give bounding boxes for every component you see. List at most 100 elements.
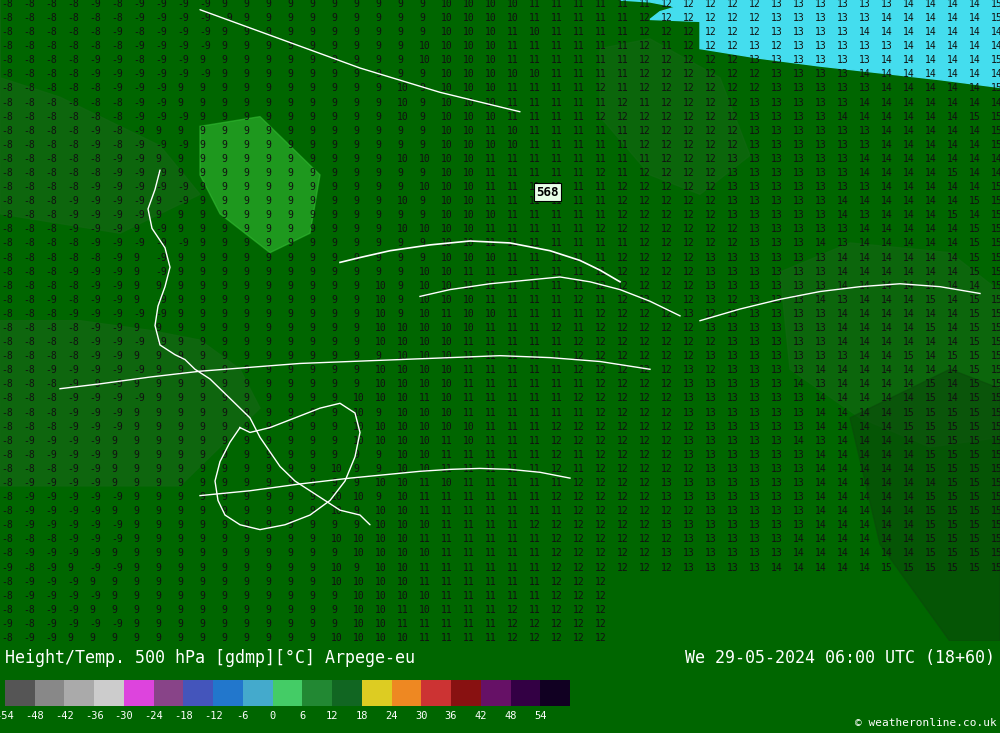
Text: 9: 9 <box>221 337 227 347</box>
Text: 13: 13 <box>771 182 783 192</box>
Text: 15: 15 <box>947 421 959 432</box>
Text: 9: 9 <box>221 605 227 615</box>
Text: -8: -8 <box>1 253 13 262</box>
Text: 14: 14 <box>969 41 981 51</box>
Text: 14: 14 <box>881 450 893 460</box>
Text: 9: 9 <box>111 450 117 460</box>
Text: 13: 13 <box>749 478 761 488</box>
Text: 12: 12 <box>661 309 673 319</box>
Text: -8: -8 <box>1 27 13 37</box>
Text: 14: 14 <box>925 13 937 23</box>
Text: -9: -9 <box>23 507 35 516</box>
Text: 13: 13 <box>661 548 673 559</box>
Text: 12: 12 <box>639 13 651 23</box>
Text: -8: -8 <box>45 323 57 333</box>
Text: -9: -9 <box>89 281 101 291</box>
Text: 11: 11 <box>507 41 519 51</box>
Text: 14: 14 <box>815 295 827 305</box>
Text: 9: 9 <box>353 97 359 108</box>
Text: 9: 9 <box>309 562 315 572</box>
Text: 9: 9 <box>265 253 271 262</box>
Text: 9: 9 <box>243 323 249 333</box>
Text: 9: 9 <box>177 520 183 530</box>
Text: 9: 9 <box>331 140 337 150</box>
Text: 13: 13 <box>771 380 783 389</box>
Text: 12: 12 <box>661 507 673 516</box>
Text: 10: 10 <box>463 309 475 319</box>
Text: 9: 9 <box>221 520 227 530</box>
Text: 14: 14 <box>881 421 893 432</box>
Text: 11: 11 <box>639 154 651 164</box>
Text: 11: 11 <box>485 478 497 488</box>
Text: 9: 9 <box>177 450 183 460</box>
Text: 9: 9 <box>243 267 249 276</box>
Text: -18: -18 <box>174 711 193 721</box>
Text: -9: -9 <box>45 365 57 375</box>
Text: 13: 13 <box>837 55 849 65</box>
Text: 13: 13 <box>793 365 805 375</box>
Text: 10: 10 <box>353 577 365 586</box>
Text: 12: 12 <box>661 295 673 305</box>
Text: 14: 14 <box>859 478 871 488</box>
Text: 14: 14 <box>815 548 827 559</box>
Text: 14: 14 <box>859 394 871 403</box>
Text: 9: 9 <box>243 70 249 79</box>
Text: 12: 12 <box>705 309 717 319</box>
Text: 14: 14 <box>837 309 849 319</box>
Text: -9: -9 <box>111 408 123 418</box>
Text: 14: 14 <box>837 111 849 122</box>
Text: -9: -9 <box>67 435 79 446</box>
Text: 10: 10 <box>441 295 453 305</box>
Text: 13: 13 <box>793 323 805 333</box>
Text: -9: -9 <box>133 0 145 9</box>
Text: 11: 11 <box>441 507 453 516</box>
Text: 14: 14 <box>837 380 849 389</box>
Text: 9: 9 <box>221 421 227 432</box>
Text: 14: 14 <box>947 267 959 276</box>
Text: -8: -8 <box>1 492 13 502</box>
Text: 9: 9 <box>287 168 293 178</box>
Text: 11: 11 <box>419 562 431 572</box>
Text: 13: 13 <box>859 210 871 220</box>
Text: 9: 9 <box>155 520 161 530</box>
Text: 10: 10 <box>485 0 497 9</box>
Text: 13: 13 <box>793 210 805 220</box>
Text: 13: 13 <box>771 70 783 79</box>
Text: 9: 9 <box>265 309 271 319</box>
Text: 9: 9 <box>309 464 315 474</box>
Text: 13: 13 <box>771 111 783 122</box>
Text: 10: 10 <box>419 605 431 615</box>
Text: 11: 11 <box>573 41 585 51</box>
Text: 11: 11 <box>551 168 563 178</box>
Text: 9: 9 <box>243 168 249 178</box>
Text: -9: -9 <box>45 520 57 530</box>
Text: 9: 9 <box>221 507 227 516</box>
Text: 9: 9 <box>331 309 337 319</box>
Text: 12: 12 <box>573 435 585 446</box>
Text: -9: -9 <box>67 619 79 629</box>
Text: 10: 10 <box>375 507 387 516</box>
Text: 9: 9 <box>309 492 315 502</box>
Text: 15: 15 <box>991 421 1000 432</box>
Text: 10: 10 <box>485 309 497 319</box>
Text: -9: -9 <box>155 267 167 276</box>
Text: 15: 15 <box>991 84 1000 93</box>
Text: 13: 13 <box>727 365 739 375</box>
Text: 9: 9 <box>309 605 315 615</box>
Text: 15: 15 <box>969 394 981 403</box>
Text: -9: -9 <box>111 253 123 262</box>
Text: 13: 13 <box>771 0 783 9</box>
Text: -9: -9 <box>45 605 57 615</box>
Text: 9: 9 <box>221 351 227 361</box>
Text: 12: 12 <box>727 41 739 51</box>
Text: 13: 13 <box>793 13 805 23</box>
Text: 12: 12 <box>551 492 563 502</box>
Text: 12: 12 <box>683 351 695 361</box>
Text: -9: -9 <box>155 27 167 37</box>
Text: 10: 10 <box>375 435 387 446</box>
Text: -8: -8 <box>45 97 57 108</box>
Text: 12: 12 <box>705 97 717 108</box>
Text: 13: 13 <box>793 41 805 51</box>
Text: 9: 9 <box>265 210 271 220</box>
Text: 9: 9 <box>331 605 337 615</box>
